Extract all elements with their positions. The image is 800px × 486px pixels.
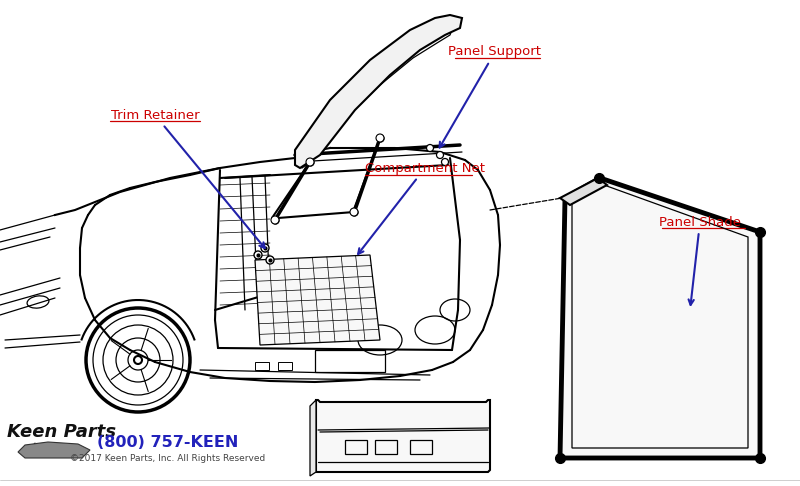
Polygon shape — [255, 255, 380, 345]
Text: Panel Shade: Panel Shade — [659, 215, 741, 305]
Circle shape — [254, 251, 262, 259]
Polygon shape — [295, 15, 462, 168]
Circle shape — [271, 216, 279, 224]
Polygon shape — [560, 178, 607, 205]
Circle shape — [350, 208, 358, 216]
Polygon shape — [560, 178, 760, 458]
Bar — [345, 440, 367, 454]
Circle shape — [442, 158, 449, 166]
Circle shape — [437, 152, 443, 158]
Bar — [278, 362, 292, 370]
Circle shape — [261, 244, 269, 252]
Circle shape — [266, 256, 274, 264]
Bar — [255, 362, 269, 370]
Text: ©2017 Keen Parts, Inc. All Rights Reserved: ©2017 Keen Parts, Inc. All Rights Reserv… — [70, 453, 266, 463]
Circle shape — [426, 144, 434, 152]
Text: Compartment Net: Compartment Net — [358, 161, 485, 254]
Bar — [410, 440, 432, 454]
Circle shape — [306, 158, 314, 166]
Text: (800) 757-KEEN: (800) 757-KEEN — [98, 434, 238, 450]
Text: Trim Retainer: Trim Retainer — [110, 108, 265, 248]
Polygon shape — [310, 400, 316, 476]
Polygon shape — [18, 442, 90, 458]
Bar — [315, 350, 385, 372]
Text: Keen Parts: Keen Parts — [7, 423, 117, 441]
Bar — [375, 440, 397, 454]
Text: Panel Support: Panel Support — [439, 46, 542, 148]
Circle shape — [376, 134, 384, 142]
Polygon shape — [316, 400, 490, 472]
